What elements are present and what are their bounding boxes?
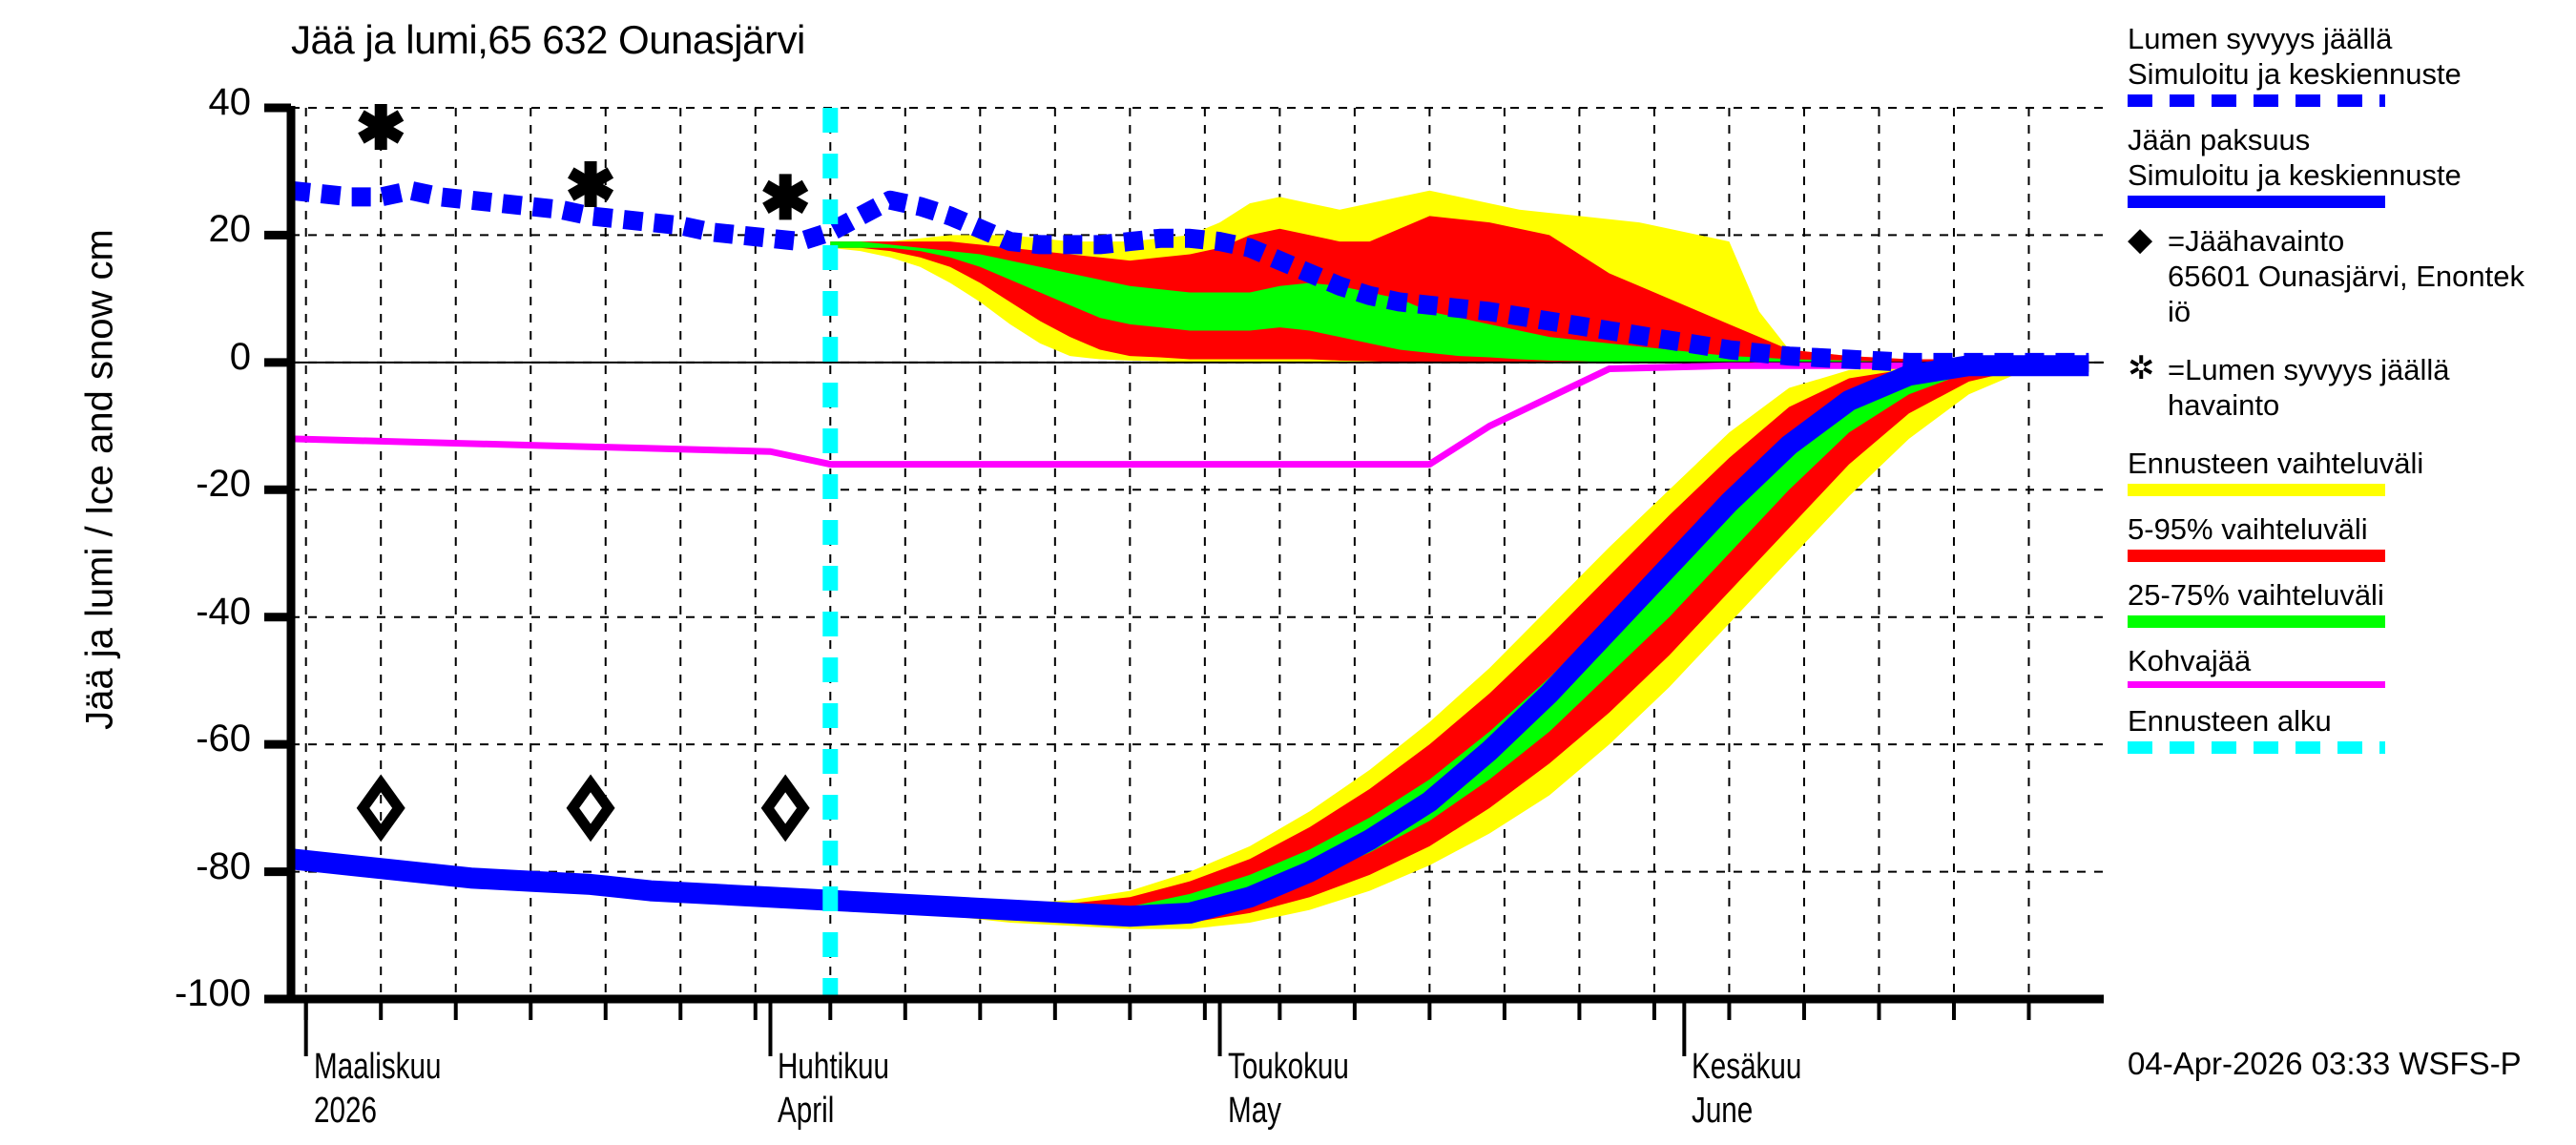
legend-label: 25-75% vaihteluväli [2128, 578, 2384, 612]
legend-swatch [2128, 550, 2385, 562]
y-axis-tick-label: -80 [196, 844, 251, 887]
y-axis-tick-label: 40 [208, 81, 252, 123]
x-axis-month-label-en: 2026 [313, 1091, 377, 1131]
legend-label: =Jäähavainto [2168, 224, 2345, 258]
x-axis-month-label-en: May [1227, 1091, 1281, 1131]
legend: Lumen syvyys jäällä Simuloitu ja keskienn… [2128, 21, 2566, 769]
legend-item: Jään paksuus Simuloitu ja keskiennuste [2128, 122, 2566, 208]
snow-band-5-95 [830, 216, 2089, 363]
x-axis-month-label-en: April [778, 1091, 835, 1131]
y-axis-tick-label: -100 [174, 972, 251, 1014]
snow-observation-marker [762, 174, 809, 220]
snow-observation-marker [358, 104, 405, 151]
legend-label: Ennusteen vaihteluväli [2128, 447, 2424, 480]
legend-label: Lumen syvyys jäällä [2128, 22, 2393, 55]
series-snow-depth [289, 180, 2089, 372]
y-axis-tick-label: 0 [229, 335, 251, 378]
x-axis-month-label-en: June [1692, 1091, 1754, 1131]
legend-label: havainto [2168, 388, 2280, 422]
legend-swatch [2128, 741, 2385, 754]
legend-item: Lumen syvyys jäällä Simuloitu ja keskienn… [2128, 21, 2566, 107]
snow-band-25-75 [830, 241, 2089, 363]
ice-observation-marker [566, 774, 615, 843]
ice-band-25-75 [830, 366, 2089, 917]
legend-spacer [2128, 423, 2566, 442]
y-axis-tick-label: -60 [196, 718, 251, 760]
legend-swatch [2128, 196, 2385, 208]
legend-label: Simuloitu ja keskiennuste [2128, 158, 2462, 192]
legend-label: 65601 Ounasjärvi, Enontek [2168, 260, 2524, 293]
x-axis-month-label: Maaliskuu 2026 [314, 1045, 441, 1133]
timestamp-stamp: 04-Apr-2026 03:33 WSFS-P [2128, 1046, 2522, 1081]
legend-marker-row: ✲ =Lumen syvyys jäällä [2128, 352, 2566, 387]
legend-marker-row: ◆ =Jäähavainto [2128, 223, 2566, 259]
legend-swatch [2128, 94, 2385, 107]
legend-item: Kohvajää [2128, 643, 2566, 688]
y-axis-tick-label: -20 [196, 463, 251, 506]
ice-observation-marker [356, 774, 405, 843]
diamond-icon: ◆ [2128, 221, 2153, 258]
x-axis-month-label-fi: Maaliskuu [313, 1047, 442, 1087]
x-axis-month-label-fi: Kesäkuu [1692, 1047, 1802, 1087]
legend-item: 5-95% vaihteluväli [2128, 511, 2566, 562]
ice-band-full-range [830, 366, 2089, 929]
legend-item: ◆ =Jäähavainto 65601 Ounasjärvi, Enontek iö [2128, 223, 2566, 348]
ice-observation-marker [760, 774, 810, 843]
y-axis-tick-label: 20 [208, 208, 252, 251]
series-kohvajaa [290, 362, 2089, 468]
legend-label: Ennusteen alku [2128, 704, 2332, 738]
y-axis-tick-label: -40 [196, 590, 251, 633]
asterisk-icon: ✲ [2128, 350, 2155, 386]
page-title: Jää ja lumi,65 632 Ounasjärvi [291, 17, 805, 62]
legend-label: Simuloitu ja keskiennuste [2128, 57, 2462, 91]
legend-item: 25-75% vaihteluväli [2128, 577, 2566, 628]
x-axis-month-label: Toukokuu May [1228, 1045, 1349, 1133]
legend-swatch [2128, 681, 2385, 688]
legend-swatch [2128, 615, 2385, 628]
legend-label: Kohvajää [2128, 644, 2252, 677]
x-axis-month-label-fi: Toukokuu [1227, 1047, 1349, 1087]
legend-item: Ennusteen vaihteluväli [2128, 446, 2566, 496]
legend-item: Ennusteen alku [2128, 703, 2566, 754]
x-axis-month-label-fi: Huhtikuu [778, 1047, 890, 1087]
legend-swatch [2128, 484, 2385, 496]
legend-label: =Lumen syvyys jäällä [2168, 353, 2450, 386]
legend-item: ✲ =Lumen syvyys jäällä havainto [2128, 352, 2566, 442]
x-axis-month-label: Huhtikuu April [778, 1045, 889, 1133]
legend-label: 5-95% vaihteluväli [2128, 512, 2368, 546]
legend-spacer [2128, 329, 2566, 348]
ice-band-5-95 [830, 366, 2089, 926]
x-axis-month-label: Kesäkuu June [1692, 1045, 1801, 1133]
legend-label: iö [2168, 295, 2192, 328]
snow-observation-marker [568, 161, 614, 208]
legend-label: Jään paksuus [2128, 123, 2311, 156]
series-ice-thickness [289, 355, 2089, 927]
